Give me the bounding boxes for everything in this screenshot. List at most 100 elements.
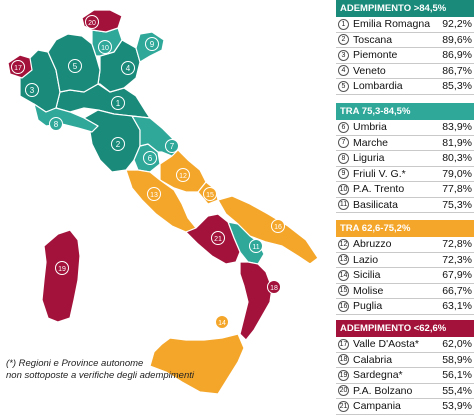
region-number-badge: 21 (338, 400, 349, 412)
region-name: Marche (353, 136, 389, 149)
region-number-badge: 5 (338, 80, 349, 92)
region-value: 77,8% (442, 183, 472, 196)
region-label: 1 (116, 99, 121, 108)
region-value: 80,3% (442, 152, 472, 165)
region-row: 4 Veneto 86,7% (336, 64, 474, 79)
region-value: 75,3% (442, 198, 472, 211)
region-row: 1 Emilia Romagna 92,2% (336, 17, 474, 33)
region-label-circle (271, 219, 285, 233)
region-label: 15 (206, 192, 214, 199)
region-number-badge: 15 (338, 285, 349, 297)
region-value: 58,9% (442, 353, 472, 366)
region-label: 14 (218, 320, 226, 327)
region-value: 86,9% (442, 49, 472, 62)
region-value: 56,1% (442, 369, 472, 382)
region-label-circle (25, 83, 39, 97)
region-number-badge: 9 (338, 168, 349, 180)
region-shape-16 (217, 195, 319, 265)
region-row: 10 P.A. Trento 77,8% (336, 182, 474, 198)
region-row: 2 Toscana 89,6% (336, 33, 474, 48)
region-number-badge: 11 (338, 199, 349, 211)
region-name: Molise (353, 284, 384, 297)
region-name: Umbria (353, 121, 387, 134)
region-value: 72,8% (442, 238, 472, 251)
region-label-circle (98, 40, 112, 54)
region-label: 11 (252, 244, 259, 251)
region-name: Veneto (353, 64, 386, 77)
region-label-circle (121, 61, 135, 75)
region-row: 21 Campania 53,9% (336, 399, 474, 415)
region-label-circle (165, 139, 179, 153)
region-number-badge: 10 (338, 183, 349, 195)
region-name: Campania (353, 400, 401, 413)
legend-group-header: ADEMPIMENTO >84,5% (336, 0, 474, 17)
region-number-badge: 19 (338, 369, 349, 381)
region-label-circle (145, 37, 159, 51)
region-value: 86,7% (442, 64, 472, 77)
region-label-circle (111, 96, 125, 110)
legend-group: TRA 62,6-75,2% 12 Abruzzo 72,8% 13 Lazio 72,3%… (336, 220, 474, 315)
region-number-badge: 14 (338, 269, 349, 281)
region-row: 3 Piemonte 86,9% (336, 48, 474, 64)
region-name: Lazio (353, 253, 379, 266)
region-value: 53,9% (442, 400, 472, 413)
region-value: 62,0% (442, 338, 472, 351)
region-label-circle (143, 151, 157, 165)
region-label: 6 (148, 154, 153, 163)
region-name: Valle D'Aosta* (353, 338, 420, 351)
region-row: 20 P.A. Bolzano 55,4% (336, 384, 474, 399)
legend-table: ADEMPIMENTO >84,5% 1 Emilia Romagna 92,2% 2 T… (336, 0, 474, 419)
region-name: Lombardia (353, 80, 403, 93)
region-number-badge: 17 (338, 338, 349, 350)
region-label: 17 (14, 65, 22, 72)
region-number-badge: 6 (338, 121, 349, 133)
region-label: 7 (170, 142, 175, 151)
region-label: 4 (126, 64, 131, 73)
region-label-circle (147, 187, 161, 201)
region-label-circle (176, 168, 190, 182)
region-name: Calabria (353, 353, 393, 366)
region-name: Basilicata (353, 198, 398, 211)
region-name: P.A. Bolzano (353, 384, 413, 397)
region-number-badge: 20 (338, 385, 349, 397)
region-row: 17 Valle D'Aosta* 62,0% (336, 337, 474, 353)
region-row: 5 Lombardia 85,3% (336, 79, 474, 95)
region-name: Sicilia (353, 269, 381, 282)
region-label-circle (203, 187, 217, 201)
region-label: 10 (101, 45, 109, 52)
region-label: 16 (274, 224, 282, 231)
region-label-circle (215, 315, 229, 329)
region-row: 7 Marche 81,9% (336, 136, 474, 151)
legend-group: TRA 75,3-84,5% 6 Umbria 83,9% 7 Marche 81,9% 8 L… (336, 103, 474, 213)
region-value: 67,9% (442, 269, 472, 282)
region-number-badge: 7 (338, 137, 349, 149)
legend-group: ADEMPIMENTO <62,6% 17 Valle D'Aosta* 62,0% 1… (336, 320, 474, 415)
region-name: Puglia (353, 300, 383, 313)
region-label: 2 (116, 140, 121, 149)
region-shape-4 (97, 39, 141, 93)
region-row: 9 Friuli V. G.* 79,0% (336, 167, 474, 182)
region-label: 5 (73, 62, 78, 71)
region-label: 18 (270, 285, 278, 292)
region-label-circle (55, 261, 69, 275)
region-label-circle (111, 137, 125, 151)
region-label: 8 (54, 120, 59, 129)
region-value: 83,9% (442, 121, 472, 134)
region-label-circle (11, 60, 25, 74)
region-shape-13 (125, 169, 197, 233)
region-value: 92,2% (442, 18, 472, 31)
region-value: 63,1% (442, 300, 472, 313)
region-shape-14 (149, 333, 245, 395)
region-row: 14 Sicilia 67,9% (336, 268, 474, 284)
region-shape-18 (239, 261, 273, 341)
region-row: 13 Lazio 72,3% (336, 253, 474, 268)
region-value: 72,3% (442, 253, 472, 266)
region-name: Liguria (353, 152, 385, 165)
legend-group-header: TRA 75,3-84,5% (336, 103, 474, 120)
region-label: 9 (150, 40, 155, 49)
region-label-circle (267, 280, 281, 294)
region-label: 20 (88, 20, 96, 27)
region-number-badge: 8 (338, 152, 349, 164)
footnote-line-2: non sottoposte a verifiche degli adempim… (6, 370, 195, 381)
